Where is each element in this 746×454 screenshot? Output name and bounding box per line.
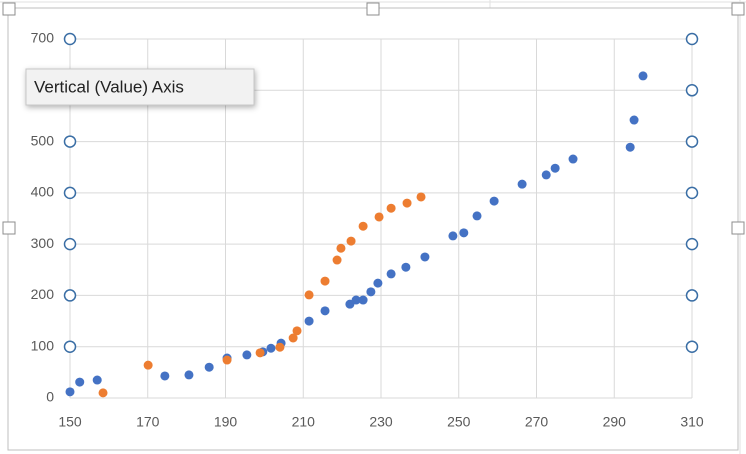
point: [351, 295, 361, 305]
axis-selection-handle: [685, 32, 699, 46]
point: [288, 333, 298, 343]
x-tick-label: 190: [214, 414, 238, 430]
x-tick-label: 230: [369, 414, 393, 430]
tooltip: Vertical (Value) Axis: [25, 68, 255, 106]
point: [416, 192, 426, 202]
point: [160, 371, 170, 381]
point: [459, 228, 469, 238]
point: [320, 306, 330, 316]
point: [541, 170, 551, 180]
x-tick-label: 170: [136, 414, 160, 430]
point: [517, 179, 527, 189]
point: [420, 252, 430, 262]
x-tick-label: 310: [680, 414, 704, 430]
y-tick-label: 300: [31, 235, 55, 251]
y-tick-label: 700: [31, 30, 55, 46]
x-tick-label: 150: [58, 414, 82, 430]
point: [75, 377, 85, 387]
point: [255, 348, 265, 358]
point: [292, 326, 302, 336]
point: [386, 269, 396, 279]
y-tick-label: 500: [31, 132, 55, 148]
point: [448, 231, 458, 241]
point: [373, 278, 383, 288]
axis-selection-handle: [63, 32, 77, 46]
axis-selection-handle: [685, 84, 699, 97]
point: [638, 71, 648, 81]
point: [374, 212, 384, 222]
point: [346, 236, 356, 246]
point: [402, 198, 412, 208]
axis-selection-handle: [685, 237, 699, 251]
point: [366, 287, 376, 297]
y-tick-label: 100: [31, 337, 55, 353]
point: [489, 196, 499, 206]
point: [222, 355, 232, 365]
x-tick-label: 290: [603, 414, 627, 430]
point: [568, 154, 578, 164]
point: [629, 115, 639, 125]
axis-selection-handle: [63, 186, 77, 200]
point: [625, 142, 635, 152]
tooltip-box: [25, 68, 255, 106]
y-tick-label: 200: [31, 286, 55, 302]
resize-handles[interactable]: [2, 2, 745, 235]
point: [266, 343, 276, 353]
axis-selection-handle: [63, 289, 77, 302]
point: [204, 362, 214, 372]
point: [386, 203, 396, 213]
axis-selection-handle: [685, 186, 699, 200]
point: [98, 388, 108, 398]
point: [304, 290, 314, 300]
x-tick-label: 250: [447, 414, 471, 430]
axis-selection-handle: [685, 135, 699, 148]
point: [472, 211, 482, 221]
axis-selection-handle: [63, 237, 77, 251]
point: [304, 316, 314, 326]
point: [320, 276, 330, 286]
point: [65, 387, 75, 397]
axis-selection-handle: [685, 289, 699, 302]
point: [550, 163, 560, 173]
point: [358, 295, 368, 305]
point: [143, 360, 153, 370]
point: [242, 350, 252, 360]
y-tick-label: 0: [46, 389, 54, 405]
point: [275, 342, 285, 352]
point: [358, 221, 368, 231]
point: [401, 262, 411, 272]
x-tick-label: 270: [525, 414, 549, 430]
axis-selection-handle: [63, 135, 77, 148]
axis-selection-handle: [685, 340, 699, 353]
plot-area: [65, 71, 648, 398]
tooltip-text: Vertical (Value) Axis: [34, 77, 184, 96]
y-tick-label: 400: [31, 184, 55, 200]
point: [336, 243, 346, 253]
x-tick-label: 210: [292, 414, 316, 430]
point: [92, 375, 102, 385]
point: [332, 255, 342, 265]
point: [184, 370, 194, 380]
axis-selection-handle: [63, 340, 77, 353]
